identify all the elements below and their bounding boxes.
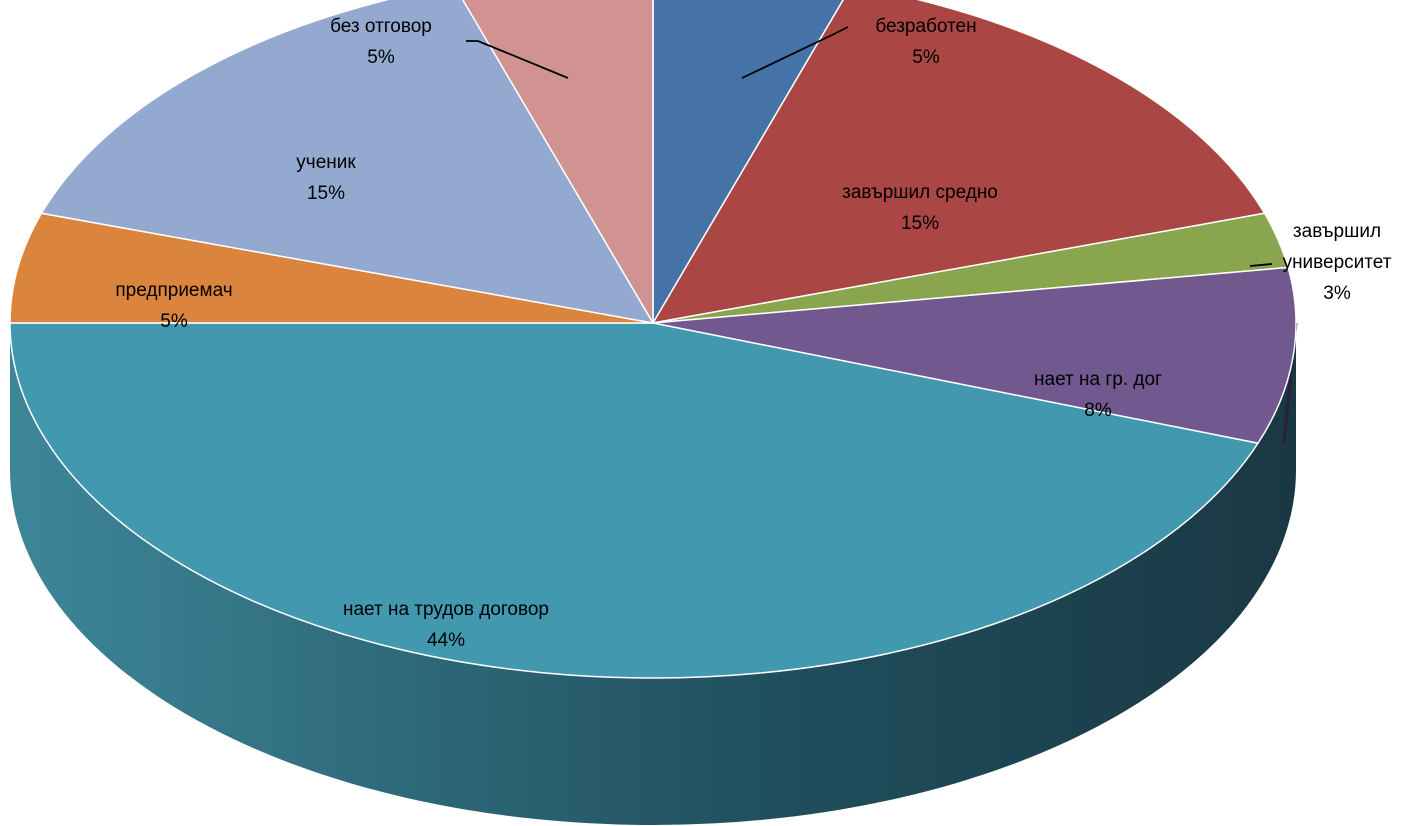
- leader-line-завършил-университет: [1249, 263, 1273, 267]
- data-label-завършил-университет: завършил: [1293, 221, 1381, 242]
- data-label-percent-без-отговор: 5%: [367, 47, 395, 68]
- pie-slice-завършил-средно: [652, 0, 1266, 324]
- data-label-нает-на-гр.-дог: нает на гр. дог: [1034, 369, 1162, 390]
- leader-line-без-отговор: [466, 40, 569, 79]
- data-label-без-отговор: без отговор: [330, 16, 432, 37]
- pie-slice-предприемач: [9, 212, 654, 324]
- data-label-предприемач: предприемач: [115, 280, 232, 301]
- leader-line-безработен: [741, 26, 849, 79]
- data-label-percent-нает-на-трудов-договор: 44%: [427, 630, 465, 651]
- pie-slice-ученик: [40, 0, 654, 324]
- pie-slice-нает-на-гр.-дог: [652, 266, 1297, 445]
- data-label-percent-безработен: 5%: [912, 47, 940, 68]
- leader-line-layer: [466, 26, 1273, 267]
- data-label-завършил-университет: университет: [1283, 252, 1392, 273]
- data-label-percent-предприемач: 5%: [160, 311, 188, 332]
- pie-slice-без-отговор: [462, 0, 654, 324]
- data-label-percent-завършил-средно: 15%: [901, 213, 939, 234]
- data-label-percent-нает-на-гр.-дог: 8%: [1084, 400, 1112, 421]
- data-label-percent-ученик: 15%: [307, 183, 345, 204]
- data-label-безработен: безработен: [875, 16, 976, 37]
- data-label-нает-на-трудов-договор: нает на трудов договор: [343, 599, 549, 620]
- pie-side-face: [10, 323, 1296, 825]
- pie-slice-нает-на-трудов-договор: [9, 322, 1259, 679]
- data-label-завършил-средно: завършил средно: [842, 182, 998, 203]
- data-label-ученик: ученик: [296, 152, 356, 173]
- data-label-percent-завършил-университет: 3%: [1323, 283, 1351, 304]
- pie-slice-layer: [9, 0, 1297, 679]
- data-label-layer: безработен 5% завършил средно 15% завършил ун…: [115, 16, 1391, 651]
